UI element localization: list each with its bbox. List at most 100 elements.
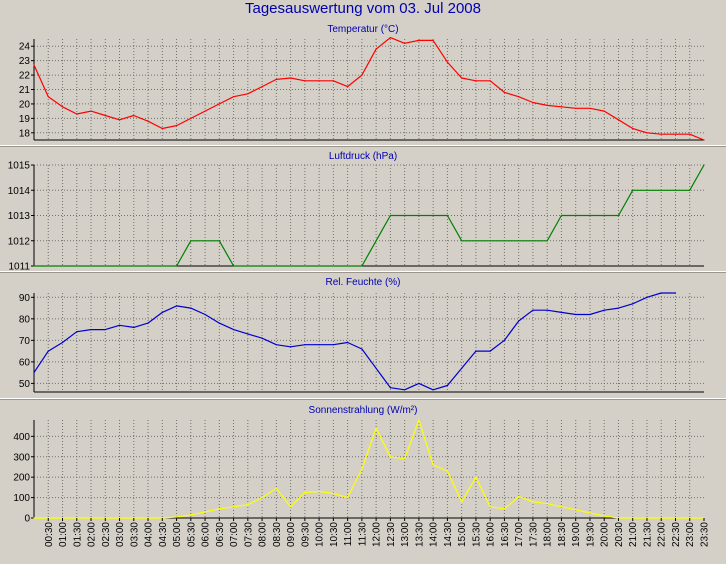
data-point-solar <box>503 508 505 510</box>
data-point-humidity <box>218 322 220 324</box>
data-point-pressure <box>446 214 448 217</box>
x-tick-label: 20:00 <box>600 522 611 547</box>
x-tick-label: 04:30 <box>158 522 169 547</box>
data-point-temperature <box>518 96 520 98</box>
x-tick-label: 15:30 <box>471 522 482 547</box>
data-point-temperature <box>546 104 548 106</box>
data-point-pressure <box>632 189 634 191</box>
data-point-humidity <box>204 313 206 316</box>
panel-separator <box>0 398 726 400</box>
x-tick-label: 16:00 <box>486 522 497 547</box>
data-point-solar <box>532 501 534 503</box>
series-line-humidity <box>33 292 676 391</box>
data-point-humidity <box>432 389 434 391</box>
x-tick-label: 14:00 <box>429 522 440 547</box>
x-tick-label: 10:30 <box>329 522 340 547</box>
data-point-temperature <box>575 107 577 109</box>
data-point-temperature <box>33 64 35 66</box>
x-tick-label: 23:00 <box>685 522 696 547</box>
data-point-temperature <box>347 86 349 88</box>
x-tick-label: 14:30 <box>443 522 454 547</box>
y-tick-label-humidity: 80 <box>19 314 31 325</box>
x-tick-label: 00:30 <box>44 522 55 547</box>
data-point-humidity <box>418 382 420 384</box>
data-point-pressure <box>546 240 548 242</box>
data-point-humidity <box>90 329 92 331</box>
data-point-solar <box>318 490 320 493</box>
data-point-solar <box>603 515 605 517</box>
x-tick-label: 04:00 <box>144 522 155 547</box>
data-point-temperature <box>90 110 92 112</box>
data-point-temperature <box>176 125 178 127</box>
x-tick-label: 19:00 <box>571 522 582 547</box>
data-point-pressure <box>218 240 220 242</box>
y-tick-label-temperature: 19 <box>19 114 31 125</box>
data-point-humidity <box>133 326 135 328</box>
y-tick-label-humidity: 60 <box>19 357 31 368</box>
data-point-pressure <box>404 214 406 217</box>
data-point-humidity <box>361 348 363 350</box>
x-tick-label: 17:00 <box>514 522 525 547</box>
data-point-solar <box>418 419 420 421</box>
x-tick-label: 09:30 <box>300 522 311 547</box>
data-point-solar <box>290 506 292 508</box>
y-tick-label-pressure: 1011 <box>8 262 30 273</box>
data-point-pressure <box>689 189 691 191</box>
x-tick-label: 18:30 <box>557 522 568 547</box>
y-tick-label-solar: 300 <box>13 452 30 463</box>
data-point-temperature <box>617 119 620 121</box>
data-point-temperature <box>261 86 263 88</box>
data-point-temperature <box>432 39 434 42</box>
data-point-humidity <box>475 350 477 352</box>
data-point-temperature <box>674 133 677 135</box>
data-point-temperature <box>304 80 306 82</box>
data-point-humidity <box>632 303 634 305</box>
data-point-humidity <box>147 322 149 324</box>
y-tick-label-pressure: 1015 <box>8 161 31 172</box>
y-tick-label-temperature: 22 <box>19 71 31 82</box>
data-point-pressure <box>560 214 563 217</box>
y-tick-label-pressure: 1013 <box>8 211 31 222</box>
data-point-temperature <box>133 114 135 117</box>
data-point-temperature <box>204 110 206 112</box>
data-point-humidity <box>560 311 563 313</box>
data-point-pressure <box>33 265 35 267</box>
panel-separator <box>0 271 726 273</box>
data-point-temperature <box>332 80 334 82</box>
data-point-solar <box>446 470 448 472</box>
data-point-humidity <box>589 313 591 316</box>
data-point-solar <box>218 508 220 510</box>
x-tick-label: 23:30 <box>700 522 711 547</box>
data-point-humidity <box>176 305 178 307</box>
data-point-solar <box>176 516 178 518</box>
data-point-temperature <box>632 127 634 130</box>
data-point-solar <box>589 512 591 514</box>
data-point-humidity <box>33 372 35 374</box>
data-point-pressure <box>461 240 463 242</box>
x-tick-label: 22:00 <box>657 522 668 547</box>
data-point-humidity <box>118 324 121 326</box>
x-tick-label: 17:30 <box>528 522 539 547</box>
y-tick-label-solar: 100 <box>13 493 30 504</box>
plot-area-humidity <box>34 293 704 392</box>
data-point-temperature <box>689 133 691 135</box>
x-tick-label: 02:00 <box>87 522 98 547</box>
data-point-humidity <box>76 331 78 333</box>
data-point-temperature <box>660 133 662 135</box>
data-point-humidity <box>575 313 577 316</box>
x-tick-label: 08:30 <box>272 522 283 547</box>
data-point-humidity <box>304 344 306 346</box>
x-tick-label: 13:30 <box>414 522 425 547</box>
data-point-temperature <box>104 114 106 117</box>
data-point-solar <box>575 509 577 511</box>
data-point-humidity <box>190 307 192 309</box>
data-point-humidity <box>674 292 677 294</box>
panel-title-solar: Sonnenstrahlung (W/m²) <box>308 405 418 416</box>
data-point-temperature <box>560 106 563 108</box>
plot-area-solar <box>34 420 704 518</box>
data-point-solar <box>275 487 277 489</box>
x-tick-label: 21:30 <box>642 522 653 547</box>
data-point-temperature <box>147 120 149 122</box>
data-point-temperature <box>47 96 49 98</box>
data-point-solar <box>190 514 192 516</box>
